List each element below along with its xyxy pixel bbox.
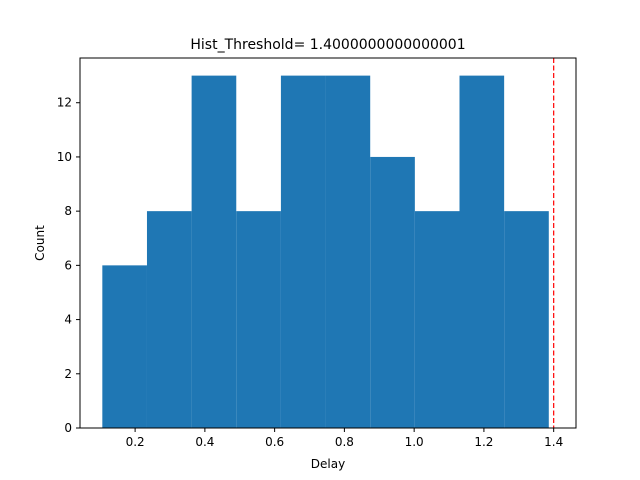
x-tick-label: 1.2 <box>474 435 493 449</box>
x-tick-label: 0.2 <box>126 435 145 449</box>
y-tick-label: 4 <box>64 313 72 327</box>
histogram-bar-9 <box>459 75 505 428</box>
y-tick-label: 2 <box>64 367 72 381</box>
histogram-bar-8 <box>414 211 460 428</box>
x-tick-label: 0.6 <box>265 435 284 449</box>
x-axis-label: Delay <box>311 457 345 471</box>
x-axis-ticks: 0.2 0.4 0.6 0.8 1.0 1.2 1.4 <box>126 428 563 449</box>
histogram-bar-10 <box>504 211 549 428</box>
histogram-bar-5 <box>280 75 326 428</box>
x-tick-label: 0.4 <box>195 435 214 449</box>
bars-group <box>102 75 549 428</box>
y-axis-label: Count <box>33 225 47 261</box>
x-tick-label: 0.8 <box>335 435 354 449</box>
histogram-bar-2 <box>146 211 192 428</box>
x-tick-label: 1.4 <box>544 435 563 449</box>
histogram-bar-1 <box>102 265 147 428</box>
plot-frame <box>79 57 577 429</box>
y-tick-label: 6 <box>64 258 72 272</box>
histogram-bar-3 <box>191 75 237 428</box>
chart-title: Hist_Threshold= 1.4000000000000001 <box>190 37 465 53</box>
y-tick-label: 10 <box>57 150 72 164</box>
y-axis-ticks: 0 2 4 6 8 10 12 <box>57 96 80 435</box>
histogram-bar-7 <box>370 156 415 428</box>
y-tick-label: 12 <box>57 96 72 110</box>
x-tick-label: 1.0 <box>405 435 424 449</box>
y-tick-label: 0 <box>64 421 72 435</box>
histogram-bar-4 <box>236 211 281 428</box>
y-tick-label: 8 <box>64 204 72 218</box>
histogram-bar-6 <box>325 75 371 428</box>
